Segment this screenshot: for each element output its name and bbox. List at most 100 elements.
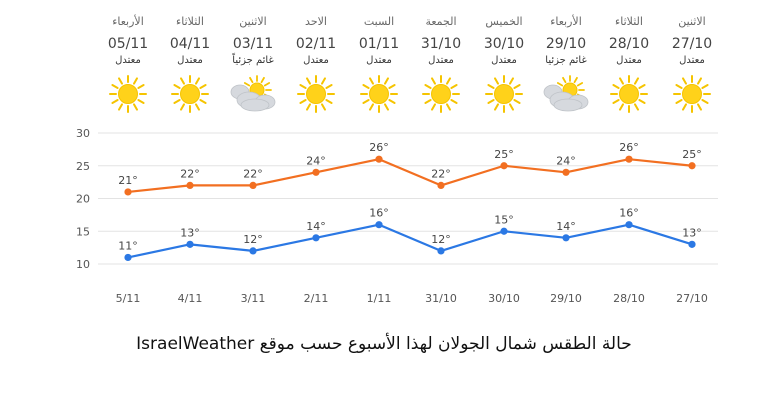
data-point <box>500 162 508 170</box>
y-tick-label: 30 <box>76 127 90 140</box>
day-condition: معتدل <box>428 55 454 66</box>
series-line <box>127 223 693 259</box>
forecast-day: الأربعاء 29/10 غائم جزئيا <box>535 14 597 114</box>
x-tick-label: 29/10 <box>550 292 582 305</box>
data-point <box>437 247 445 255</box>
data-label: 21° <box>118 174 138 187</box>
sun-icon <box>360 75 398 113</box>
data-point <box>186 181 194 189</box>
data-label: 22° <box>431 167 451 180</box>
forecast-day: الاحد 02/11 معتدل <box>285 14 347 114</box>
day-name: الجمعة <box>425 15 457 28</box>
x-tick-label: 1/11 <box>367 292 392 305</box>
x-tick-label: 2/11 <box>304 292 329 305</box>
forecast-day: الاثنين 03/11 غائم جزئياً <box>222 14 284 114</box>
y-tick-label: 25 <box>76 160 90 173</box>
day-condition: معتدل <box>491 55 517 66</box>
sun-icon <box>422 75 460 113</box>
data-point <box>437 181 445 189</box>
partly-cloudy-icon <box>230 75 276 112</box>
data-label: 22° <box>180 167 200 180</box>
data-label: 16° <box>369 207 389 220</box>
caption: حالة الطقس شمال الجولان لهذا الأسبوع حسب… <box>136 334 632 354</box>
data-point <box>249 181 257 189</box>
data-label: 13° <box>180 226 200 239</box>
day-condition: غائم جزئياً <box>232 55 274 66</box>
day-date: 03/11 <box>232 36 274 52</box>
x-tick-label: 30/10 <box>488 292 520 305</box>
forecast-day: الثلاثاء 28/10 معتدل <box>598 14 660 114</box>
day-condition: معتدل <box>115 55 141 66</box>
temperature-chart: 10 15 20 25 30 5/11 4/11 3/11 2/11 1/11 31/10 30/10… <box>76 127 718 305</box>
day-name: الأربعاء <box>550 15 582 28</box>
data-label: 24° <box>306 154 326 167</box>
forecast-strip: الأربعاء 05/11 معتدل الثلاثاء 04/11 معتدل الاث… <box>0 0 768 130</box>
data-point <box>562 168 570 176</box>
sun-icon <box>171 75 209 113</box>
x-tick-label: 27/10 <box>676 292 708 305</box>
y-tick-label: 15 <box>76 225 90 238</box>
sun-icon <box>485 75 523 113</box>
day-condition: معتدل <box>177 55 203 66</box>
series-line <box>127 158 693 194</box>
sun-icon <box>673 75 711 113</box>
day-date: 05/11 <box>107 36 149 52</box>
day-name: الاثنين <box>239 15 267 28</box>
sun-icon <box>109 75 147 113</box>
data-point <box>375 155 383 163</box>
forecast-day: الخميس 30/10 معتدل <box>473 14 535 114</box>
day-condition: معتدل <box>366 55 392 66</box>
sun-icon <box>610 75 648 113</box>
data-label: 13° <box>682 226 702 239</box>
data-point <box>625 155 633 163</box>
data-point <box>124 253 132 262</box>
forecast-day: السبت 01/11 معتدل <box>348 14 410 114</box>
day-name: الاحد <box>305 15 327 28</box>
day-date: 29/10 <box>545 36 587 52</box>
day-condition: معتدل <box>303 55 329 66</box>
data-point <box>562 234 570 242</box>
day-name: الاثنين <box>678 15 706 28</box>
day-name: الخميس <box>485 15 523 28</box>
day-name: السبت <box>363 15 395 28</box>
data-point <box>186 240 194 248</box>
x-tick-label: 5/11 <box>116 292 141 305</box>
data-label: 25° <box>682 148 702 161</box>
forecast-day: الثلاثاء 04/11 معتدل <box>159 14 221 114</box>
day-date: 27/10 <box>671 36 713 52</box>
sun-icon <box>297 75 335 113</box>
day-date: 28/10 <box>608 36 650 52</box>
data-point <box>688 162 696 170</box>
data-label: 14° <box>306 220 326 233</box>
data-point <box>625 221 633 229</box>
data-label: 15° <box>494 213 514 226</box>
day-date: 30/10 <box>483 36 525 52</box>
data-label: 26° <box>619 141 639 154</box>
x-tick-label: 28/10 <box>613 292 645 305</box>
data-point <box>375 221 383 229</box>
data-label: 24° <box>556 154 576 167</box>
forecast-day: الجمعة 31/10 معتدل <box>410 14 472 114</box>
day-date: 01/11 <box>358 36 400 52</box>
forecast-day: الاثنين 27/10 معتدل <box>661 14 723 114</box>
data-label: 11° <box>118 239 138 252</box>
day-date: 04/11 <box>169 36 211 52</box>
data-point <box>688 240 696 248</box>
data-point <box>312 168 320 176</box>
day-name: الثلاثاء <box>176 15 204 28</box>
day-condition: غائم جزئيا <box>545 55 587 66</box>
day-condition: معتدل <box>679 55 705 66</box>
data-point <box>500 227 508 235</box>
y-tick-label: 10 <box>76 258 90 271</box>
data-label: 14° <box>556 220 576 233</box>
day-name: الثلاثاء <box>615 15 643 28</box>
y-tick-label: 20 <box>76 193 90 206</box>
data-label: 25° <box>494 148 514 161</box>
x-tick-label: 31/10 <box>425 292 457 305</box>
data-label: 16° <box>619 207 639 220</box>
data-label: 22° <box>243 167 263 180</box>
day-condition: معتدل <box>616 55 642 66</box>
data-point <box>312 234 320 242</box>
x-tick-label: 4/11 <box>178 292 203 305</box>
data-label: 12° <box>243 233 263 246</box>
